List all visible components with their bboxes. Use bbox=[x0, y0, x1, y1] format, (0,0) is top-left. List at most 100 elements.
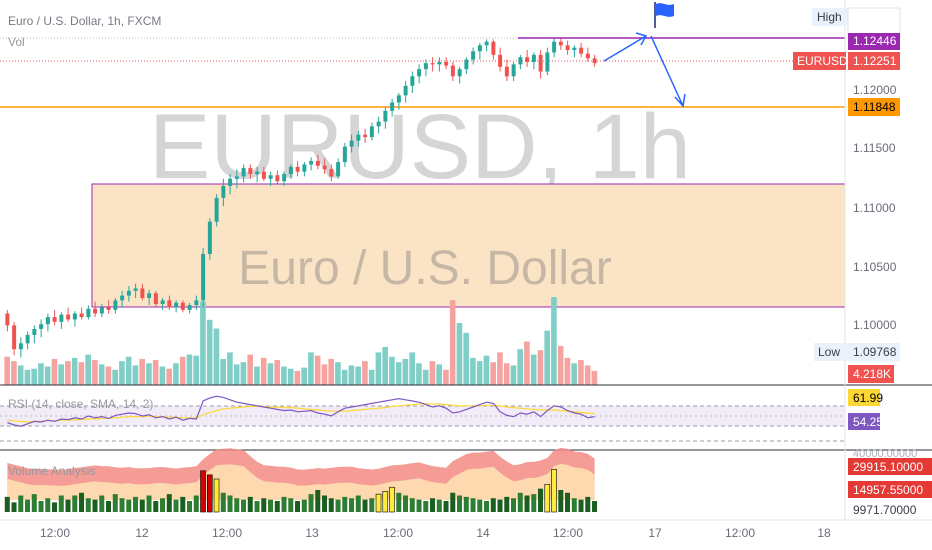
volume-analysis-bar bbox=[409, 498, 415, 512]
volume-analysis-bar bbox=[133, 496, 139, 512]
volume-analysis-bar bbox=[301, 499, 307, 512]
forecast-path[interactable] bbox=[603, 32, 686, 108]
volume-bar bbox=[429, 361, 436, 385]
va-tag-2: 14957.55000 bbox=[853, 483, 923, 497]
volume-bar bbox=[578, 360, 584, 385]
volume-analysis-bar bbox=[423, 501, 429, 512]
volume-bar bbox=[490, 362, 496, 385]
candle-body bbox=[187, 305, 192, 310]
candle-body bbox=[228, 178, 233, 186]
candle-body bbox=[572, 47, 577, 51]
volume-bar bbox=[112, 369, 118, 385]
candle-body bbox=[417, 69, 422, 77]
volume-bar bbox=[254, 366, 260, 385]
candle-body bbox=[356, 134, 361, 141]
va-tag-1-bg bbox=[848, 458, 932, 475]
volume-analysis-bar bbox=[335, 499, 341, 512]
volume-analysis-bar bbox=[484, 501, 490, 512]
volume-bar bbox=[409, 352, 415, 385]
volume-bar bbox=[564, 357, 571, 385]
volume-bar bbox=[476, 361, 483, 385]
volume-bar bbox=[483, 355, 490, 385]
candle-body bbox=[390, 102, 395, 111]
rsi-legend[interactable]: RSI (14, close, SMA, 14, 2) bbox=[8, 397, 153, 411]
volume-analysis-legend[interactable]: Volume Analysis bbox=[8, 464, 95, 478]
candle-body bbox=[167, 300, 172, 308]
volume-analysis-bar bbox=[511, 498, 517, 512]
volume-legend[interactable]: Vol bbox=[8, 35, 25, 49]
rsi-line bbox=[7, 395, 595, 427]
volume-analysis-bar bbox=[443, 501, 449, 512]
candle-body bbox=[133, 288, 138, 291]
volume-analysis-bar bbox=[274, 501, 280, 512]
volume-analysis-bar bbox=[220, 492, 226, 512]
candle-body bbox=[147, 293, 152, 298]
volume-analysis-bar bbox=[160, 498, 166, 512]
candle-body bbox=[309, 160, 314, 165]
volume-bar bbox=[389, 356, 395, 385]
va-tag-2-bg bbox=[848, 481, 932, 498]
volume-bar bbox=[341, 369, 348, 385]
candle-body bbox=[329, 169, 334, 177]
volume-bar bbox=[11, 361, 17, 385]
low-label-bg bbox=[814, 343, 848, 361]
volume-analysis-bar bbox=[288, 498, 294, 512]
volume-bar bbox=[105, 366, 112, 385]
volume-bar bbox=[24, 369, 31, 385]
volume-analysis-bar bbox=[322, 495, 328, 512]
volume-bar bbox=[247, 354, 253, 385]
volume-bar bbox=[98, 364, 105, 385]
va-scale-top: 40000.00000 bbox=[853, 448, 917, 460]
volume-analysis-bar bbox=[106, 501, 112, 512]
volume-analysis-bar bbox=[403, 495, 409, 512]
volume-analysis-bar bbox=[4, 496, 10, 512]
volume-bar bbox=[220, 358, 226, 385]
volume-bar bbox=[179, 356, 186, 385]
flag-icon[interactable] bbox=[654, 2, 674, 28]
last-price-tag-bg bbox=[848, 52, 900, 70]
time-label: 13 bbox=[305, 526, 319, 540]
rsi-band-bg bbox=[0, 406, 845, 426]
time-label: 12:00 bbox=[40, 526, 70, 540]
volume-bar bbox=[227, 352, 233, 385]
volume-analysis-bar bbox=[382, 491, 389, 513]
volume-bar bbox=[38, 363, 44, 385]
candle-body bbox=[545, 52, 550, 72]
candle-body bbox=[511, 64, 516, 77]
volume-bar bbox=[443, 369, 449, 385]
candle-body bbox=[585, 53, 590, 59]
volume-bar bbox=[31, 368, 37, 385]
candle-body bbox=[32, 328, 37, 335]
volume-analysis-bar bbox=[375, 493, 382, 513]
volume-analysis-bar bbox=[355, 495, 361, 512]
volume-bar bbox=[281, 366, 287, 385]
volume-bar bbox=[422, 369, 429, 385]
volume-analysis-bar bbox=[99, 495, 105, 512]
volume-bar bbox=[571, 363, 577, 385]
volume-analysis-bar bbox=[538, 488, 544, 512]
candle-body bbox=[342, 146, 347, 163]
candle-body bbox=[430, 63, 435, 65]
va-scale-bottom: 9971.70000 bbox=[853, 503, 917, 517]
volume-bar bbox=[85, 354, 91, 385]
candle-body bbox=[52, 317, 57, 322]
volume-analysis-bar bbox=[578, 499, 584, 512]
price-tick: 1.10500 bbox=[853, 260, 897, 274]
volume-analysis-bar bbox=[18, 495, 24, 512]
time-label: 18 bbox=[817, 526, 831, 540]
candle-body bbox=[93, 308, 98, 314]
volume-analysis-bar bbox=[45, 498, 51, 512]
volume-bar bbox=[193, 355, 199, 385]
chart-title[interactable]: Euro / U.S. Dollar, 1h, FXCM bbox=[8, 14, 161, 28]
time-label: 12:00 bbox=[383, 526, 413, 540]
high-value-tag-bg bbox=[848, 33, 900, 50]
candle-body bbox=[180, 302, 185, 310]
price-scale[interactable]: 1.12000 1.11500 1.11000 1.10500 1.10000 bbox=[853, 83, 897, 332]
volume-bar bbox=[71, 357, 78, 385]
volume-analysis-bar bbox=[349, 498, 355, 512]
candle-body bbox=[302, 164, 307, 172]
volume-analysis-bar bbox=[25, 499, 31, 512]
volume-bar bbox=[152, 360, 159, 385]
rsi-tag-1: 61.99 bbox=[853, 391, 883, 405]
time-axis-labels: 12:00 12 12:00 13 12:00 14 12:00 17 12:0… bbox=[40, 526, 831, 540]
